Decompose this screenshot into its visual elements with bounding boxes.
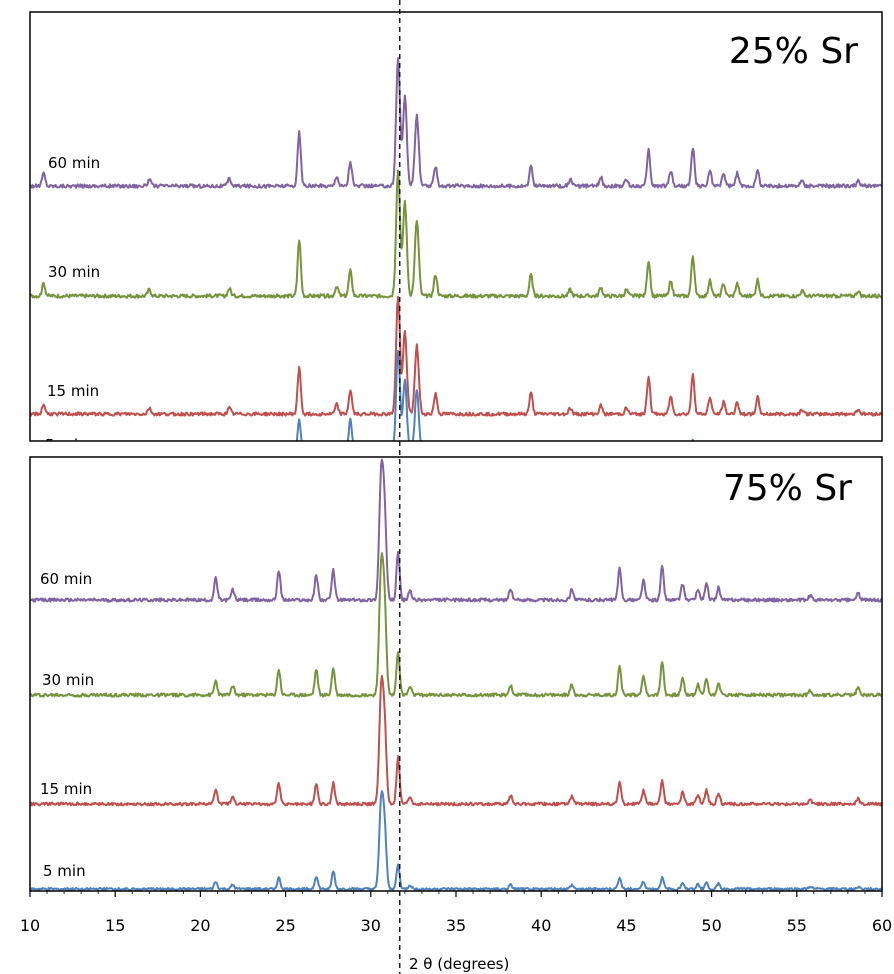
panel-25-sr-frame <box>29 11 883 442</box>
trace-label: 5 min <box>45 436 88 454</box>
series-line-25sr-30min <box>30 169 882 299</box>
panel-25-sr-title: 25% Sr <box>729 31 858 72</box>
x-tick-label: 25 <box>275 916 295 935</box>
series-line-75sr-60min <box>30 458 882 603</box>
trace-label: 15 min <box>47 382 99 400</box>
x-tick-label: 10 <box>20 916 40 935</box>
x-tick-label: 20 <box>190 916 210 935</box>
x-tick-label: 35 <box>446 916 466 935</box>
panel-75-sr-title: 75% Sr <box>723 468 852 509</box>
trace-label: 15 min <box>40 780 92 798</box>
series-line-75sr-15min <box>30 674 882 807</box>
x-tick-label: 50 <box>701 916 721 935</box>
series-line-75sr-5min <box>30 790 882 891</box>
trace-label: 60 min <box>48 154 100 172</box>
trace-label: 30 min <box>42 671 94 689</box>
series-line-25sr-5min <box>295 350 695 441</box>
x-axis-title: 2 θ (degrees) <box>409 955 509 973</box>
trace-label: 60 min <box>40 570 92 588</box>
x-axis: 10 15 20 25 30 35 40 45 50 55 60 <box>20 891 892 935</box>
series-line-25sr-15min <box>30 295 882 417</box>
x-tick-label: 30 <box>361 916 381 935</box>
x-tick-label: 45 <box>616 916 636 935</box>
panel-75-sr: 75% Sr 60 min 30 min 15 min 5 min <box>29 456 883 892</box>
x-tick-label: 40 <box>531 916 551 935</box>
x-tick-label: 15 <box>105 916 125 935</box>
trace-label: 30 min <box>48 263 100 281</box>
trace-label: 5 min <box>43 862 86 880</box>
series-line-75sr-30min <box>30 552 882 698</box>
panel-25-sr: 25% Sr 60 min 30 min 15 min 5 min <box>29 11 883 454</box>
x-tick-label: 60 <box>872 916 892 935</box>
series-line-25sr-60min <box>30 57 882 189</box>
panel-75-sr-background <box>30 457 882 891</box>
x-tick-label: 55 <box>787 916 807 935</box>
